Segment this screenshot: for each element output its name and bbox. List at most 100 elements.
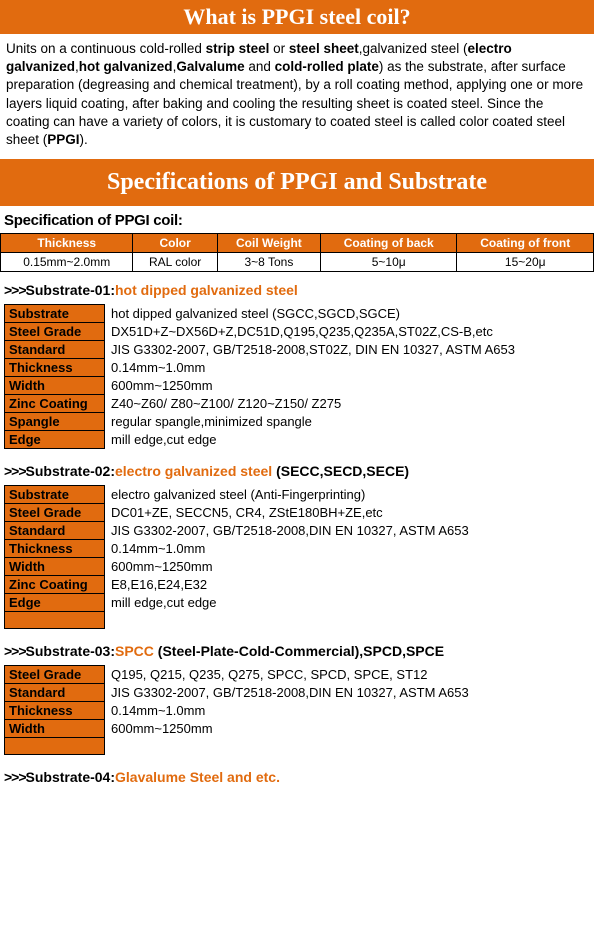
substrate-label: Substrate-02: (26, 463, 115, 479)
intro-bold: Galvalume (176, 59, 244, 74)
table-row: Thickness0.14mm~1.0mm (5, 702, 476, 720)
table-row-empty (5, 738, 476, 755)
intro-text: or (269, 41, 289, 56)
intro-bold: hot galvanized (79, 59, 173, 74)
substrate-03-heading: >>>Substrate-03:SPCC (Steel-Plate-Cold-C… (0, 633, 594, 665)
kv-key: Standard (5, 341, 105, 359)
table-row: Thickness0.14mm~1.0mm (5, 540, 476, 558)
kv-value: 0.14mm~1.0mm (105, 359, 522, 377)
kv-value: E8,E16,E24,E32 (105, 576, 476, 594)
table-row: Substrateelectro galvanized steel (Anti-… (5, 486, 476, 504)
kv-key: Standard (5, 684, 105, 702)
kv-key: Steel Grade (5, 504, 105, 522)
chevron: >>> (4, 463, 26, 479)
td: RAL color (133, 253, 217, 272)
banner-specs: Specifications of PPGI and Substrate (0, 159, 594, 206)
kv-value: hot dipped galvanized steel (SGCC,SGCD,S… (105, 305, 522, 323)
substrate-highlight: hot dipped galvanized steel (115, 282, 298, 298)
substrate-highlight: Glavalume Steel and etc. (115, 769, 280, 785)
td: 0.15mm~2.0mm (1, 253, 133, 272)
table-row: StandardJIS G3302-2007, GB/T2518-2008,ST… (5, 341, 522, 359)
th-thickness: Thickness (1, 234, 133, 253)
intro-text: ). (80, 132, 88, 147)
kv-value-empty (105, 612, 476, 629)
intro-text: and (245, 59, 275, 74)
kv-key: Steel Grade (5, 666, 105, 684)
kv-key: Spangle (5, 413, 105, 431)
chevron: >>> (4, 282, 26, 298)
table-row: Width600mm~1250mm (5, 558, 476, 576)
kv-value: DX51D+Z~DX56D+Z,DC51D,Q195,Q235,Q235A,ST… (105, 323, 522, 341)
th-coating-front: Coating of front (457, 234, 594, 253)
chevron: >>> (4, 643, 26, 659)
intro-bold: cold-rolled plate (275, 59, 379, 74)
substrate-label: Substrate-03: (26, 643, 115, 659)
kv-key: Zinc Coating (5, 395, 105, 413)
kv-key: Steel Grade (5, 323, 105, 341)
table-row: Width600mm~1250mm (5, 720, 476, 738)
substrate-highlight: SPCC (115, 643, 154, 659)
kv-key: Substrate (5, 305, 105, 323)
kv-key: Standard (5, 522, 105, 540)
table-row: Substratehot dipped galvanized steel (SG… (5, 305, 522, 323)
substrate-03-table: Steel GradeQ195, Q215, Q235, Q275, SPCC,… (4, 665, 476, 755)
kv-value: JIS G3302-2007, GB/T2518-2008,DIN EN 103… (105, 522, 476, 540)
kv-value: Q195, Q215, Q235, Q275, SPCC, SPCD, SPCE… (105, 666, 476, 684)
substrate-02-table: Substrateelectro galvanized steel (Anti-… (4, 485, 476, 629)
th-coating-back: Coating of back (320, 234, 457, 253)
kv-key: Thickness (5, 359, 105, 377)
substrate-label: Substrate-04: (26, 769, 115, 785)
kv-value: 600mm~1250mm (105, 377, 522, 395)
kv-value: JIS G3302-2007, GB/T2518-2008,DIN EN 103… (105, 684, 476, 702)
kv-key: Thickness (5, 540, 105, 558)
table-row: Thickness0.14mm~1.0mm (5, 359, 522, 377)
intro-text: ,galvanized steel ( (359, 41, 468, 56)
td: 3~8 Tons (217, 253, 320, 272)
kv-key: Substrate (5, 486, 105, 504)
substrate-rest: (SECC,SECD,SECE) (272, 463, 409, 479)
kv-key-empty (5, 612, 105, 629)
substrate-rest: (Steel-Plate-Cold-Commercial),SPCD,SPCE (154, 643, 444, 659)
kv-value: regular spangle,minimized spangle (105, 413, 522, 431)
intro-bold: PPGI (47, 132, 79, 147)
table-row: Steel GradeQ195, Q215, Q235, Q275, SPCC,… (5, 666, 476, 684)
spec-table: Thickness Color Coil Weight Coating of b… (0, 233, 594, 272)
kv-value: mill edge,cut edge (105, 431, 522, 449)
spec-title: Specification of PPGI coil: (0, 206, 594, 233)
table-row: Spangleregular spangle,minimized spangle (5, 413, 522, 431)
kv-key: Width (5, 558, 105, 576)
table-row: Steel GradeDC01+ZE, SECCN5, CR4, ZStE180… (5, 504, 476, 522)
substrate-01-heading: >>>Substrate-01:hot dipped galvanized st… (0, 272, 594, 304)
intro-bold: strip steel (206, 41, 270, 56)
intro-paragraph: Units on a continuous cold-rolled strip … (0, 34, 594, 159)
kv-key: Width (5, 720, 105, 738)
kv-value-empty (105, 738, 476, 755)
kv-key: Thickness (5, 702, 105, 720)
td: 5~10μ (320, 253, 457, 272)
kv-value: 600mm~1250mm (105, 720, 476, 738)
kv-key: Edge (5, 594, 105, 612)
kv-value: 0.14mm~1.0mm (105, 540, 476, 558)
substrate-04-heading: >>>Substrate-04:Glavalume Steel and etc. (0, 759, 594, 791)
substrate-highlight: electro galvanized steel (115, 463, 272, 479)
th-color: Color (133, 234, 217, 253)
kv-value: electro galvanized steel (Anti-Fingerpri… (105, 486, 476, 504)
kv-key: Zinc Coating (5, 576, 105, 594)
kv-value: JIS G3302-2007, GB/T2518-2008,ST02Z, DIN… (105, 341, 522, 359)
kv-value: Z40~Z60/ Z80~Z100/ Z120~Z150/ Z275 (105, 395, 522, 413)
chevron: >>> (4, 769, 26, 785)
table-row: 0.15mm~2.0mm RAL color 3~8 Tons 5~10μ 15… (1, 253, 594, 272)
table-row: Zinc CoatingZ40~Z60/ Z80~Z100/ Z120~Z150… (5, 395, 522, 413)
table-header-row: Thickness Color Coil Weight Coating of b… (1, 234, 594, 253)
substrate-02-heading: >>>Substrate-02:electro galvanized steel… (0, 453, 594, 485)
kv-value: 0.14mm~1.0mm (105, 702, 476, 720)
table-row: Edgemill edge,cut edge (5, 431, 522, 449)
kv-key: Width (5, 377, 105, 395)
th-coil-weight: Coil Weight (217, 234, 320, 253)
kv-key: Edge (5, 431, 105, 449)
td: 15~20μ (457, 253, 594, 272)
table-row: Steel GradeDX51D+Z~DX56D+Z,DC51D,Q195,Q2… (5, 323, 522, 341)
table-row: StandardJIS G3302-2007, GB/T2518-2008,DI… (5, 522, 476, 540)
kv-value: mill edge,cut edge (105, 594, 476, 612)
kv-value: 600mm~1250mm (105, 558, 476, 576)
